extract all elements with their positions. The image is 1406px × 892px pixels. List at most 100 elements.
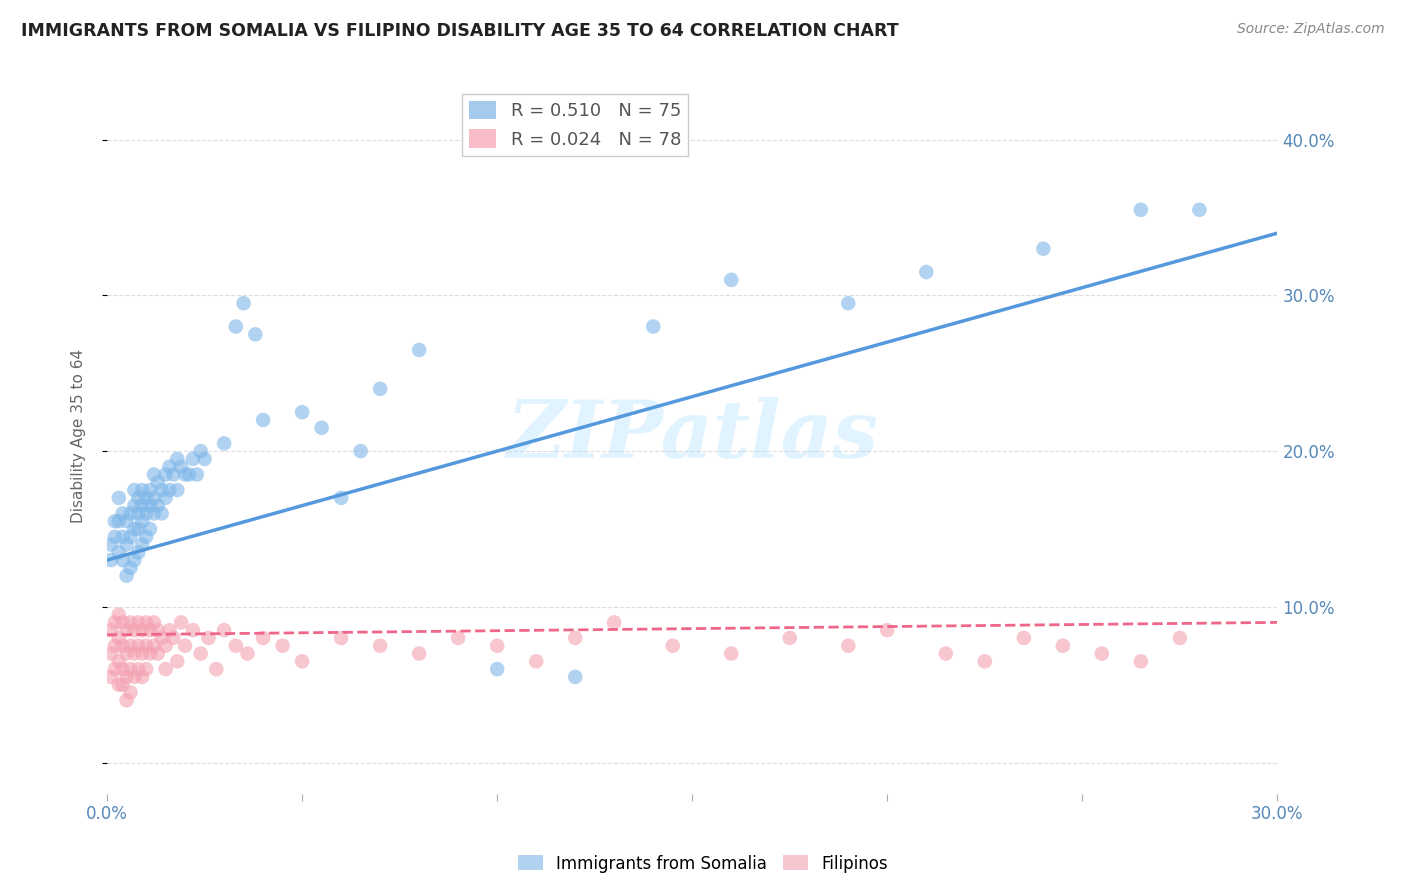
Point	[190, 444, 212, 458]
Point	[107, 654, 129, 668]
Point	[271, 639, 294, 653]
Point	[146, 499, 169, 513]
Point	[236, 647, 259, 661]
Point	[120, 615, 142, 630]
Point	[330, 631, 353, 645]
Point	[232, 296, 254, 310]
Point	[166, 483, 188, 497]
Point	[100, 670, 122, 684]
Point	[124, 647, 146, 661]
Point	[1091, 647, 1114, 661]
Point	[107, 545, 129, 559]
Point	[131, 647, 153, 661]
Point	[1012, 631, 1035, 645]
Point	[212, 623, 235, 637]
Point	[170, 615, 193, 630]
Point	[146, 475, 169, 490]
Point	[120, 662, 142, 676]
Point	[111, 507, 134, 521]
Point	[876, 623, 898, 637]
Point	[935, 647, 957, 661]
Point	[127, 545, 149, 559]
Point	[252, 631, 274, 645]
Point	[486, 662, 509, 676]
Point	[603, 615, 626, 630]
Point	[115, 693, 138, 707]
Point	[150, 631, 173, 645]
Point	[111, 615, 134, 630]
Point	[135, 662, 157, 676]
Point	[166, 451, 188, 466]
Point	[135, 615, 157, 630]
Point	[1168, 631, 1191, 645]
Point	[837, 639, 859, 653]
Point	[135, 491, 157, 505]
Point	[720, 647, 742, 661]
Point	[111, 662, 134, 676]
Point	[120, 530, 142, 544]
Legend: Immigrants from Somalia, Filipinos: Immigrants from Somalia, Filipinos	[510, 848, 896, 880]
Point	[111, 639, 134, 653]
Point	[159, 623, 181, 637]
Point	[104, 662, 127, 676]
Point	[139, 499, 162, 513]
Point	[1188, 202, 1211, 217]
Point	[720, 273, 742, 287]
Text: IMMIGRANTS FROM SOMALIA VS FILIPINO DISABILITY AGE 35 TO 64 CORRELATION CHART: IMMIGRANTS FROM SOMALIA VS FILIPINO DISA…	[21, 22, 898, 40]
Point	[643, 319, 665, 334]
Point	[127, 615, 149, 630]
Point	[104, 530, 127, 544]
Point	[104, 639, 127, 653]
Point	[139, 647, 162, 661]
Point	[181, 451, 204, 466]
Point	[225, 319, 247, 334]
Point	[915, 265, 938, 279]
Point	[661, 639, 683, 653]
Text: Source: ZipAtlas.com: Source: ZipAtlas.com	[1237, 22, 1385, 37]
Point	[127, 491, 149, 505]
Legend: R = 0.510   N = 75, R = 0.024   N = 78: R = 0.510 N = 75, R = 0.024 N = 78	[463, 94, 689, 156]
Point	[291, 405, 314, 419]
Point	[174, 639, 197, 653]
Point	[104, 615, 127, 630]
Text: ZIPatlas: ZIPatlas	[506, 397, 879, 475]
Point	[124, 522, 146, 536]
Point	[100, 537, 122, 551]
Point	[1129, 202, 1152, 217]
Point	[107, 678, 129, 692]
Point	[139, 483, 162, 497]
Point	[212, 436, 235, 450]
Point	[124, 670, 146, 684]
Point	[124, 483, 146, 497]
Point	[150, 507, 173, 521]
Y-axis label: Disability Age 35 to 64: Disability Age 35 to 64	[72, 349, 86, 523]
Point	[524, 654, 547, 668]
Point	[135, 639, 157, 653]
Point	[142, 467, 165, 482]
Point	[330, 491, 353, 505]
Point	[131, 499, 153, 513]
Point	[155, 639, 177, 653]
Point	[311, 421, 333, 435]
Point	[131, 483, 153, 497]
Point	[190, 647, 212, 661]
Point	[127, 639, 149, 653]
Point	[124, 623, 146, 637]
Point	[155, 662, 177, 676]
Point	[181, 623, 204, 637]
Point	[127, 507, 149, 521]
Point	[162, 631, 184, 645]
Point	[120, 507, 142, 521]
Point	[139, 623, 162, 637]
Point	[142, 639, 165, 653]
Point	[100, 647, 122, 661]
Point	[837, 296, 859, 310]
Point	[368, 639, 391, 653]
Point	[131, 623, 153, 637]
Point	[177, 467, 200, 482]
Point	[111, 678, 134, 692]
Point	[111, 530, 134, 544]
Point	[115, 568, 138, 582]
Point	[564, 670, 586, 684]
Point	[120, 685, 142, 699]
